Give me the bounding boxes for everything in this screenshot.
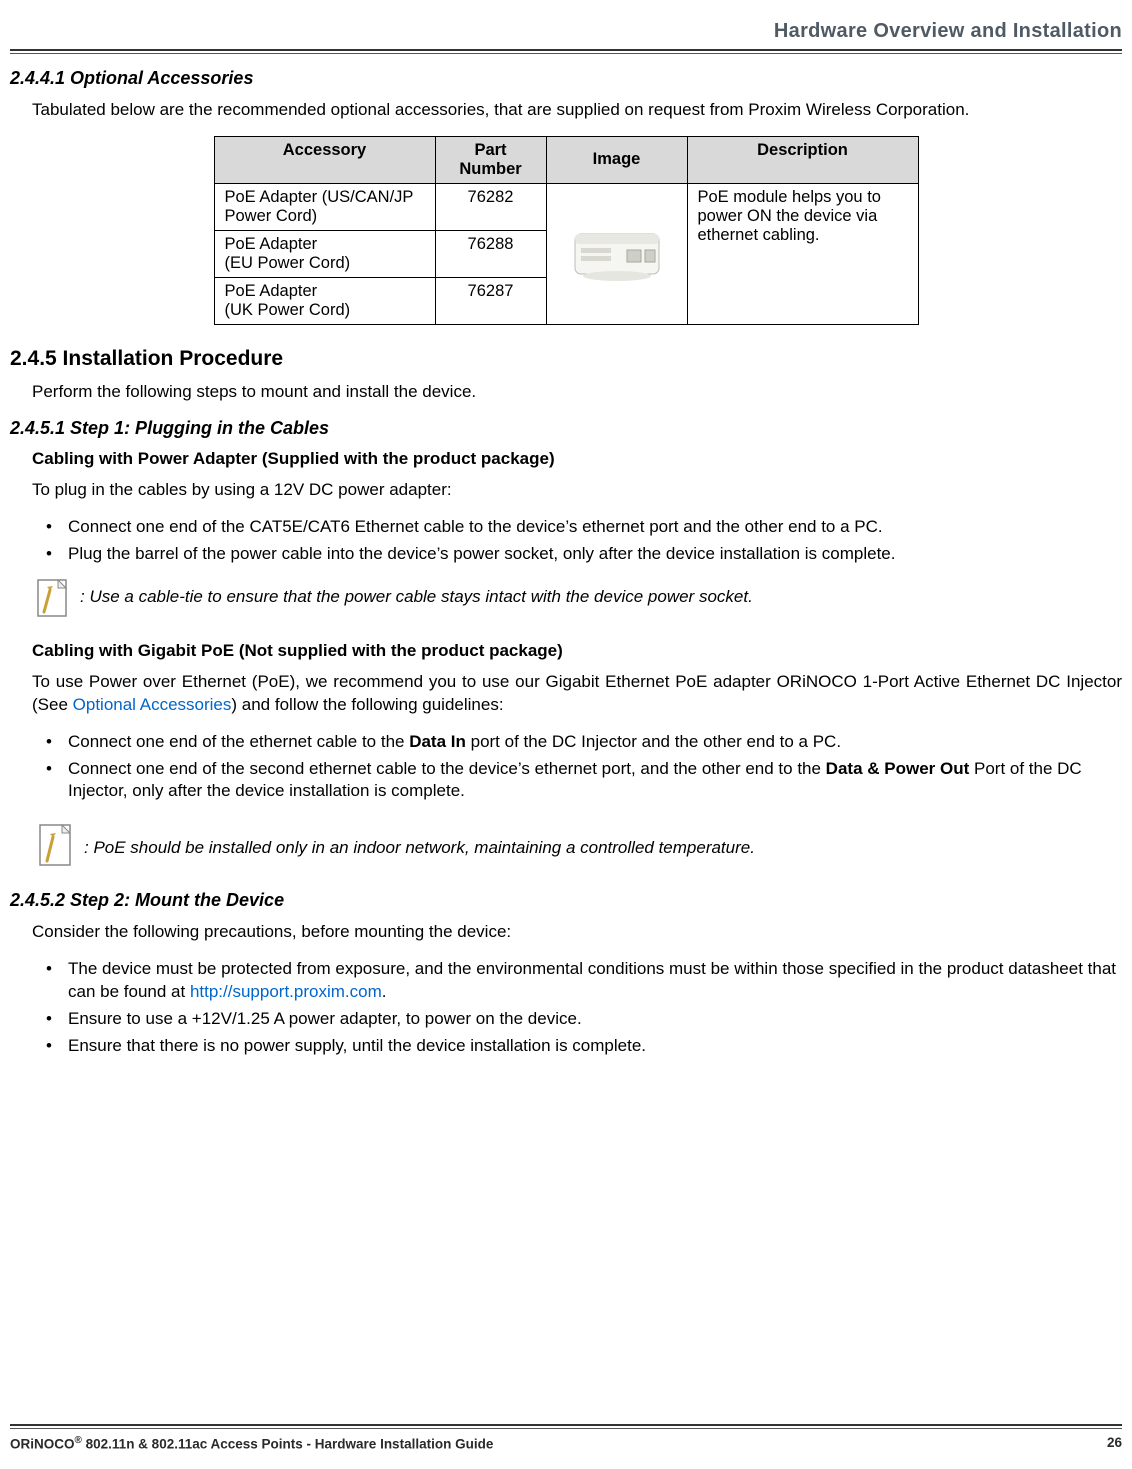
acc-l2: Power Cord)	[225, 207, 318, 225]
cell-accessory: PoE Adapter (UK Power Cord)	[214, 277, 435, 324]
page-footer: ORiNOCO® 802.11n & 802.11ac Access Point…	[0, 1424, 1132, 1452]
m-b1-post: .	[382, 982, 387, 1001]
th-desc: Description	[687, 136, 918, 183]
list-item: Ensure that there is no power supply, un…	[32, 1035, 1122, 1058]
page-number: 26	[1107, 1435, 1122, 1452]
cell-accessory: PoE Adapter (US/CAN/JP Power Cord)	[214, 183, 435, 230]
footer-left: ORiNOCO® 802.11n & 802.11ac Access Point…	[10, 1435, 493, 1452]
header-rule-thin	[10, 53, 1122, 54]
heading-2451: 2.4.5.1 Step 1: Plugging in the Cables	[10, 418, 1122, 439]
subheading-power-adapter: Cabling with Power Adapter (Supplied wit…	[32, 449, 1122, 469]
acc-l1: PoE Adapter (US/CAN/JP	[225, 188, 414, 206]
acc-l1: PoE Adapter	[225, 235, 318, 253]
cell-image	[546, 183, 687, 324]
b1-post: port of the DC Injector and the other en…	[466, 732, 841, 751]
note-text: : Use a cable-tie to ensure that the pow…	[80, 578, 753, 609]
poe-adapter-image	[567, 216, 667, 291]
cell-part: 76287	[435, 277, 546, 324]
accessories-table: Accessory Part Number Image Description …	[214, 136, 919, 325]
b1-bold: Data In	[409, 732, 466, 751]
list-item: Plug the barrel of the power cable into …	[32, 543, 1122, 566]
cell-part: 76288	[435, 230, 546, 277]
table-row: PoE Adapter (US/CAN/JP Power Cord) 76282	[214, 183, 918, 230]
footer-rule-thin	[10, 1428, 1122, 1429]
list-item: Connect one end of the second ethernet c…	[32, 758, 1122, 804]
b2-bold: Data & Power Out	[826, 759, 970, 778]
acc-l2: (EU Power Cord)	[225, 254, 351, 272]
b1-pre: Connect one end of the ethernet cable to…	[68, 732, 409, 751]
heading-2452: 2.4.5.2 Step 2: Mount the Device	[10, 890, 1122, 911]
table-header-row: Accessory Part Number Image Description	[214, 136, 918, 183]
footer-brand: ORiNOCO	[10, 1436, 75, 1451]
th-accessory: Accessory	[214, 136, 435, 183]
intro-245: Perform the following steps to mount and…	[32, 381, 1122, 404]
th-part: Part Number	[435, 136, 546, 183]
bullets-power-adapter: Connect one end of the CAT5E/CAT6 Ethern…	[32, 516, 1122, 566]
note-text: : PoE should be installed only in an ind…	[84, 837, 755, 860]
poe-intro-post: ) and follow the following guidelines:	[231, 695, 503, 714]
note-icon	[32, 578, 74, 627]
note-icon	[32, 821, 78, 876]
list-item: Ensure to use a +12V/1.25 A power adapte…	[32, 1008, 1122, 1031]
note-cable-tie: : Use a cable-tie to ensure that the pow…	[32, 578, 1122, 627]
acc-l2: (UK Power Cord)	[225, 301, 351, 319]
subheading-poe: Cabling with Gigabit PoE (Not supplied w…	[32, 641, 1122, 661]
chapter-header: Hardware Overview and Installation	[0, 20, 1132, 43]
intro-2441: Tabulated below are the recommended opti…	[32, 99, 1122, 122]
registered-mark: ®	[75, 1435, 82, 1446]
link-support-proxim[interactable]: http://support.proxim.com	[190, 982, 382, 1001]
footer-title: 802.11n & 802.11ac Access Points - Hardw…	[82, 1436, 493, 1451]
cell-part: 76282	[435, 183, 546, 230]
intro-power-adapter: To plug in the cables by using a 12V DC …	[32, 479, 1122, 502]
bullets-mount: The device must be protected from exposu…	[32, 958, 1122, 1058]
bullets-poe: Connect one end of the ethernet cable to…	[32, 731, 1122, 804]
list-item: Connect one end of the CAT5E/CAT6 Ethern…	[32, 516, 1122, 539]
b2-pre: Connect one end of the second ethernet c…	[68, 759, 826, 778]
acc-l1: PoE Adapter	[225, 282, 318, 300]
heading-2441: 2.4.4.1 Optional Accessories	[10, 68, 1122, 89]
th-image: Image	[546, 136, 687, 183]
note-poe-indoor: : PoE should be installed only in an ind…	[32, 821, 1122, 876]
cell-accessory: PoE Adapter (EU Power Cord)	[214, 230, 435, 277]
header-rule-thick	[10, 49, 1122, 51]
footer-rule-thick	[10, 1424, 1122, 1426]
heading-245: 2.4.5 Installation Procedure	[10, 347, 1122, 371]
link-optional-accessories[interactable]: Optional Accessories	[73, 695, 232, 714]
intro-poe: To use Power over Ethernet (PoE), we rec…	[32, 671, 1122, 717]
list-item: The device must be protected from exposu…	[32, 958, 1122, 1004]
intro-2452: Consider the following precautions, befo…	[32, 921, 1122, 944]
list-item: Connect one end of the ethernet cable to…	[32, 731, 1122, 754]
cell-desc: PoE module helps you to power ON the dev…	[687, 183, 918, 324]
